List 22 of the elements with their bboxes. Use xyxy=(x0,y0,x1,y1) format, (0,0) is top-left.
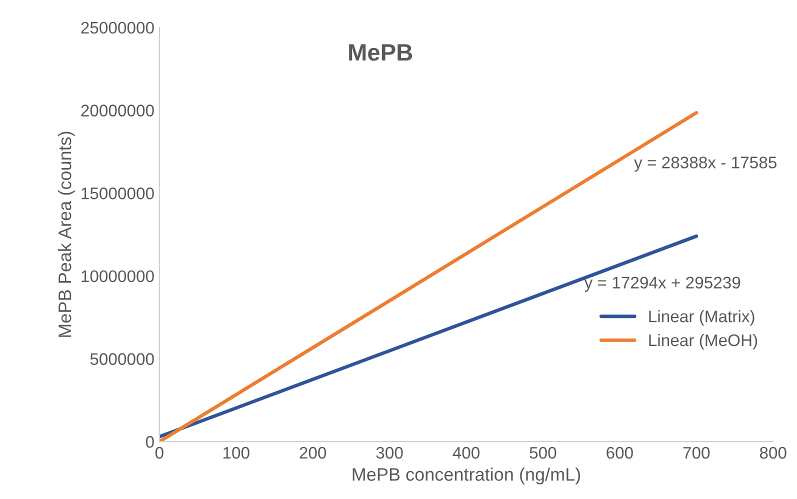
y-tick-label: 25000000 xyxy=(81,22,154,34)
x-tick-label: 300 xyxy=(376,446,403,459)
text: MePB xyxy=(349,44,412,61)
y-axis-title: MePB Peak Area (counts) xyxy=(58,132,75,337)
x-tick-label: 500 xyxy=(530,446,556,459)
annotation: y = 17294x + 295239 xyxy=(584,276,740,292)
x-tick-label: 600 xyxy=(606,446,633,459)
x-tick-label: 0 xyxy=(155,446,164,459)
x-tick-label: 200 xyxy=(300,446,326,459)
y-tick-label: 10000000 xyxy=(82,270,154,282)
y-tick-label: 20000000 xyxy=(81,104,154,116)
x-tick-label: 700 xyxy=(683,446,710,459)
annotation: y = 28388x - 17585 xyxy=(634,156,776,172)
x-tick-label: 400 xyxy=(452,446,480,459)
legend-label: Linear (MeOH) xyxy=(649,334,758,350)
y-tick-label: 5000000 xyxy=(90,353,154,365)
x-axis-title: MePB concentration (ng/mL) xyxy=(352,468,580,484)
legend-label: Linear (Matrix) xyxy=(649,310,754,326)
x-tick-label: 100 xyxy=(223,446,250,459)
y-tick-label: 15000000 xyxy=(82,188,154,200)
x-tick-label: 800 xyxy=(760,446,786,459)
y-tick-label: 0 xyxy=(146,436,154,448)
